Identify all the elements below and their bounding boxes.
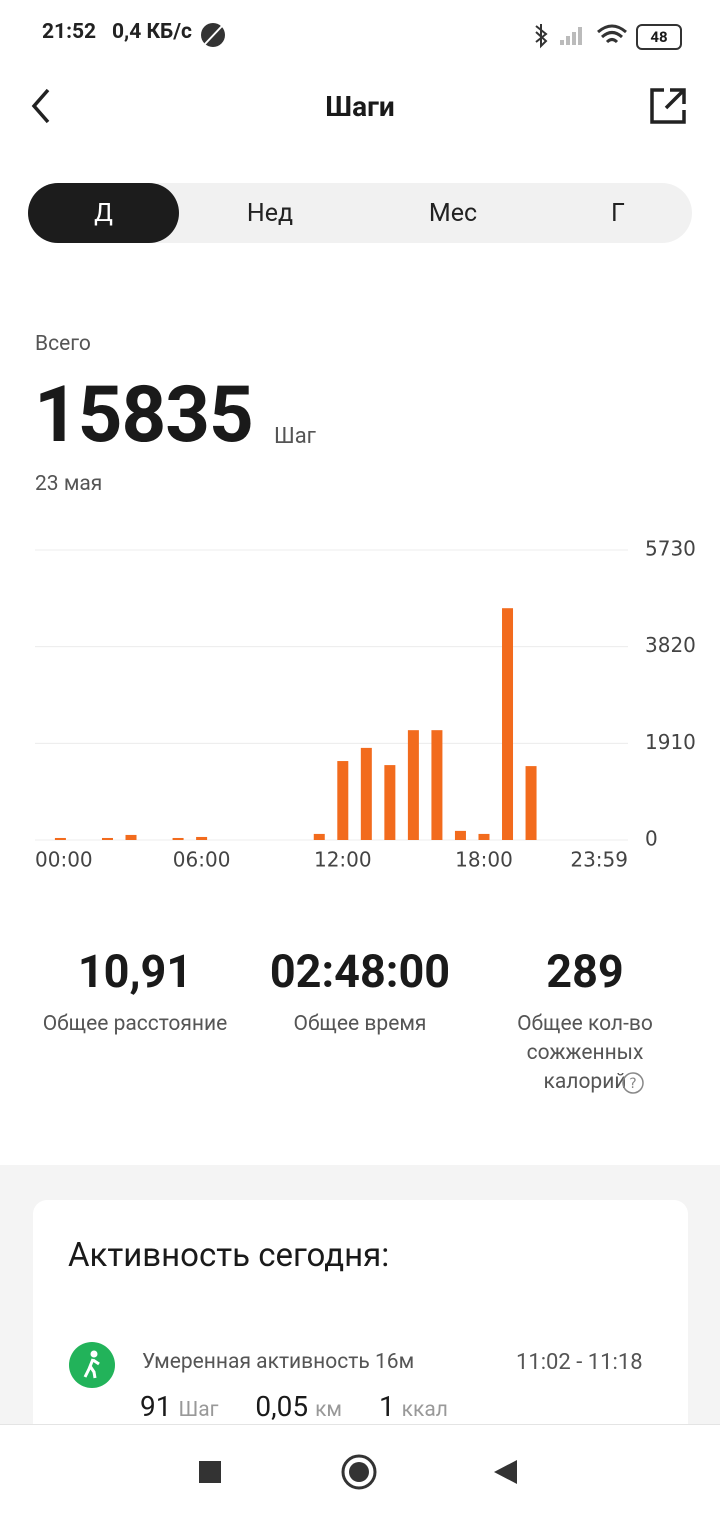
nav-buttons [199,1454,517,1490]
back-nav-button[interactable] [494,1460,517,1484]
y-tick-label: 1910 [645,730,696,754]
steps: 91 [140,1390,172,1423]
bar [360,747,372,840]
home-button[interactable] [341,1454,377,1490]
calories-unit: ккал [401,1398,448,1422]
home-dot [349,1462,369,1482]
bar [502,608,514,840]
steps-unit: Шаг [178,1398,219,1422]
back-button[interactable] [28,86,58,126]
tab[interactable]: Нед [246,199,294,228]
bar [454,830,466,840]
clock: 21:52 [42,20,97,44]
net-speed: 0,4 КБ/с [112,20,192,44]
bar [431,730,443,840]
tab[interactable]: Г [611,199,625,228]
recents-button[interactable] [199,1461,221,1483]
stat-label: Общее кол-во сожженных калорий [517,1012,653,1094]
total-label: Всего [35,332,91,356]
stat-value: 10,91 [77,945,193,998]
page-title: Шаги [325,90,395,123]
status-icons [535,24,627,49]
tab[interactable]: Д [94,199,113,228]
chart: 0 1910 3820 5730 00:00 06:00 12:00 18:00 23:59 [35,537,696,872]
activity-name: Умеренная активность 16м [142,1350,415,1374]
svg-text:?: ? [629,1076,636,1092]
status-icon [201,23,225,47]
x-tick-label: 06:00 [173,848,231,872]
help-icon[interactable]: ? [621,1071,645,1095]
x-tick-label: 12:00 [314,848,372,872]
activity-icon [69,1342,115,1388]
y-tick-label: 5730 [645,537,696,561]
bar [525,766,537,840]
total-unit: Шаг [274,424,316,449]
tab-active-bg [28,183,179,243]
total-value: 15835 [34,370,254,461]
stat-label: Общее расстояние [42,1012,228,1036]
bar [384,765,396,840]
bar [54,837,66,840]
bar [313,833,325,840]
activity-metrics: 91 Шаг 0,05 км 1 ккал [140,1390,448,1423]
stat-value: 289 [546,945,624,998]
x-tick-label: 00:00 [35,848,93,872]
share-button[interactable] [648,86,688,126]
battery: 48 [636,24,682,50]
distance: 0,05 [255,1390,309,1423]
stat-value: 02:48:00 [269,945,451,998]
x-tick-label: 23:59 [570,848,628,872]
calories: 1 [378,1390,395,1423]
bar [337,761,349,840]
activity-time: 11:02 - 11:18 [516,1350,643,1375]
bar [101,837,113,840]
stat-label: Общее время [293,1012,427,1036]
y-tick-label: 0 [645,827,658,851]
date: 23 мая [35,472,103,496]
bar [407,730,419,840]
x-tick-label: 18:00 [455,848,513,872]
bar [196,836,208,840]
activity-title: Активность сегодня: [68,1236,390,1275]
bar [478,833,490,840]
y-tick-label: 3820 [645,633,696,657]
tab[interactable]: Мес [428,199,478,228]
activity-card [33,1200,688,1440]
distance-unit: км [315,1398,343,1422]
bar [172,837,184,840]
bar [125,834,137,840]
